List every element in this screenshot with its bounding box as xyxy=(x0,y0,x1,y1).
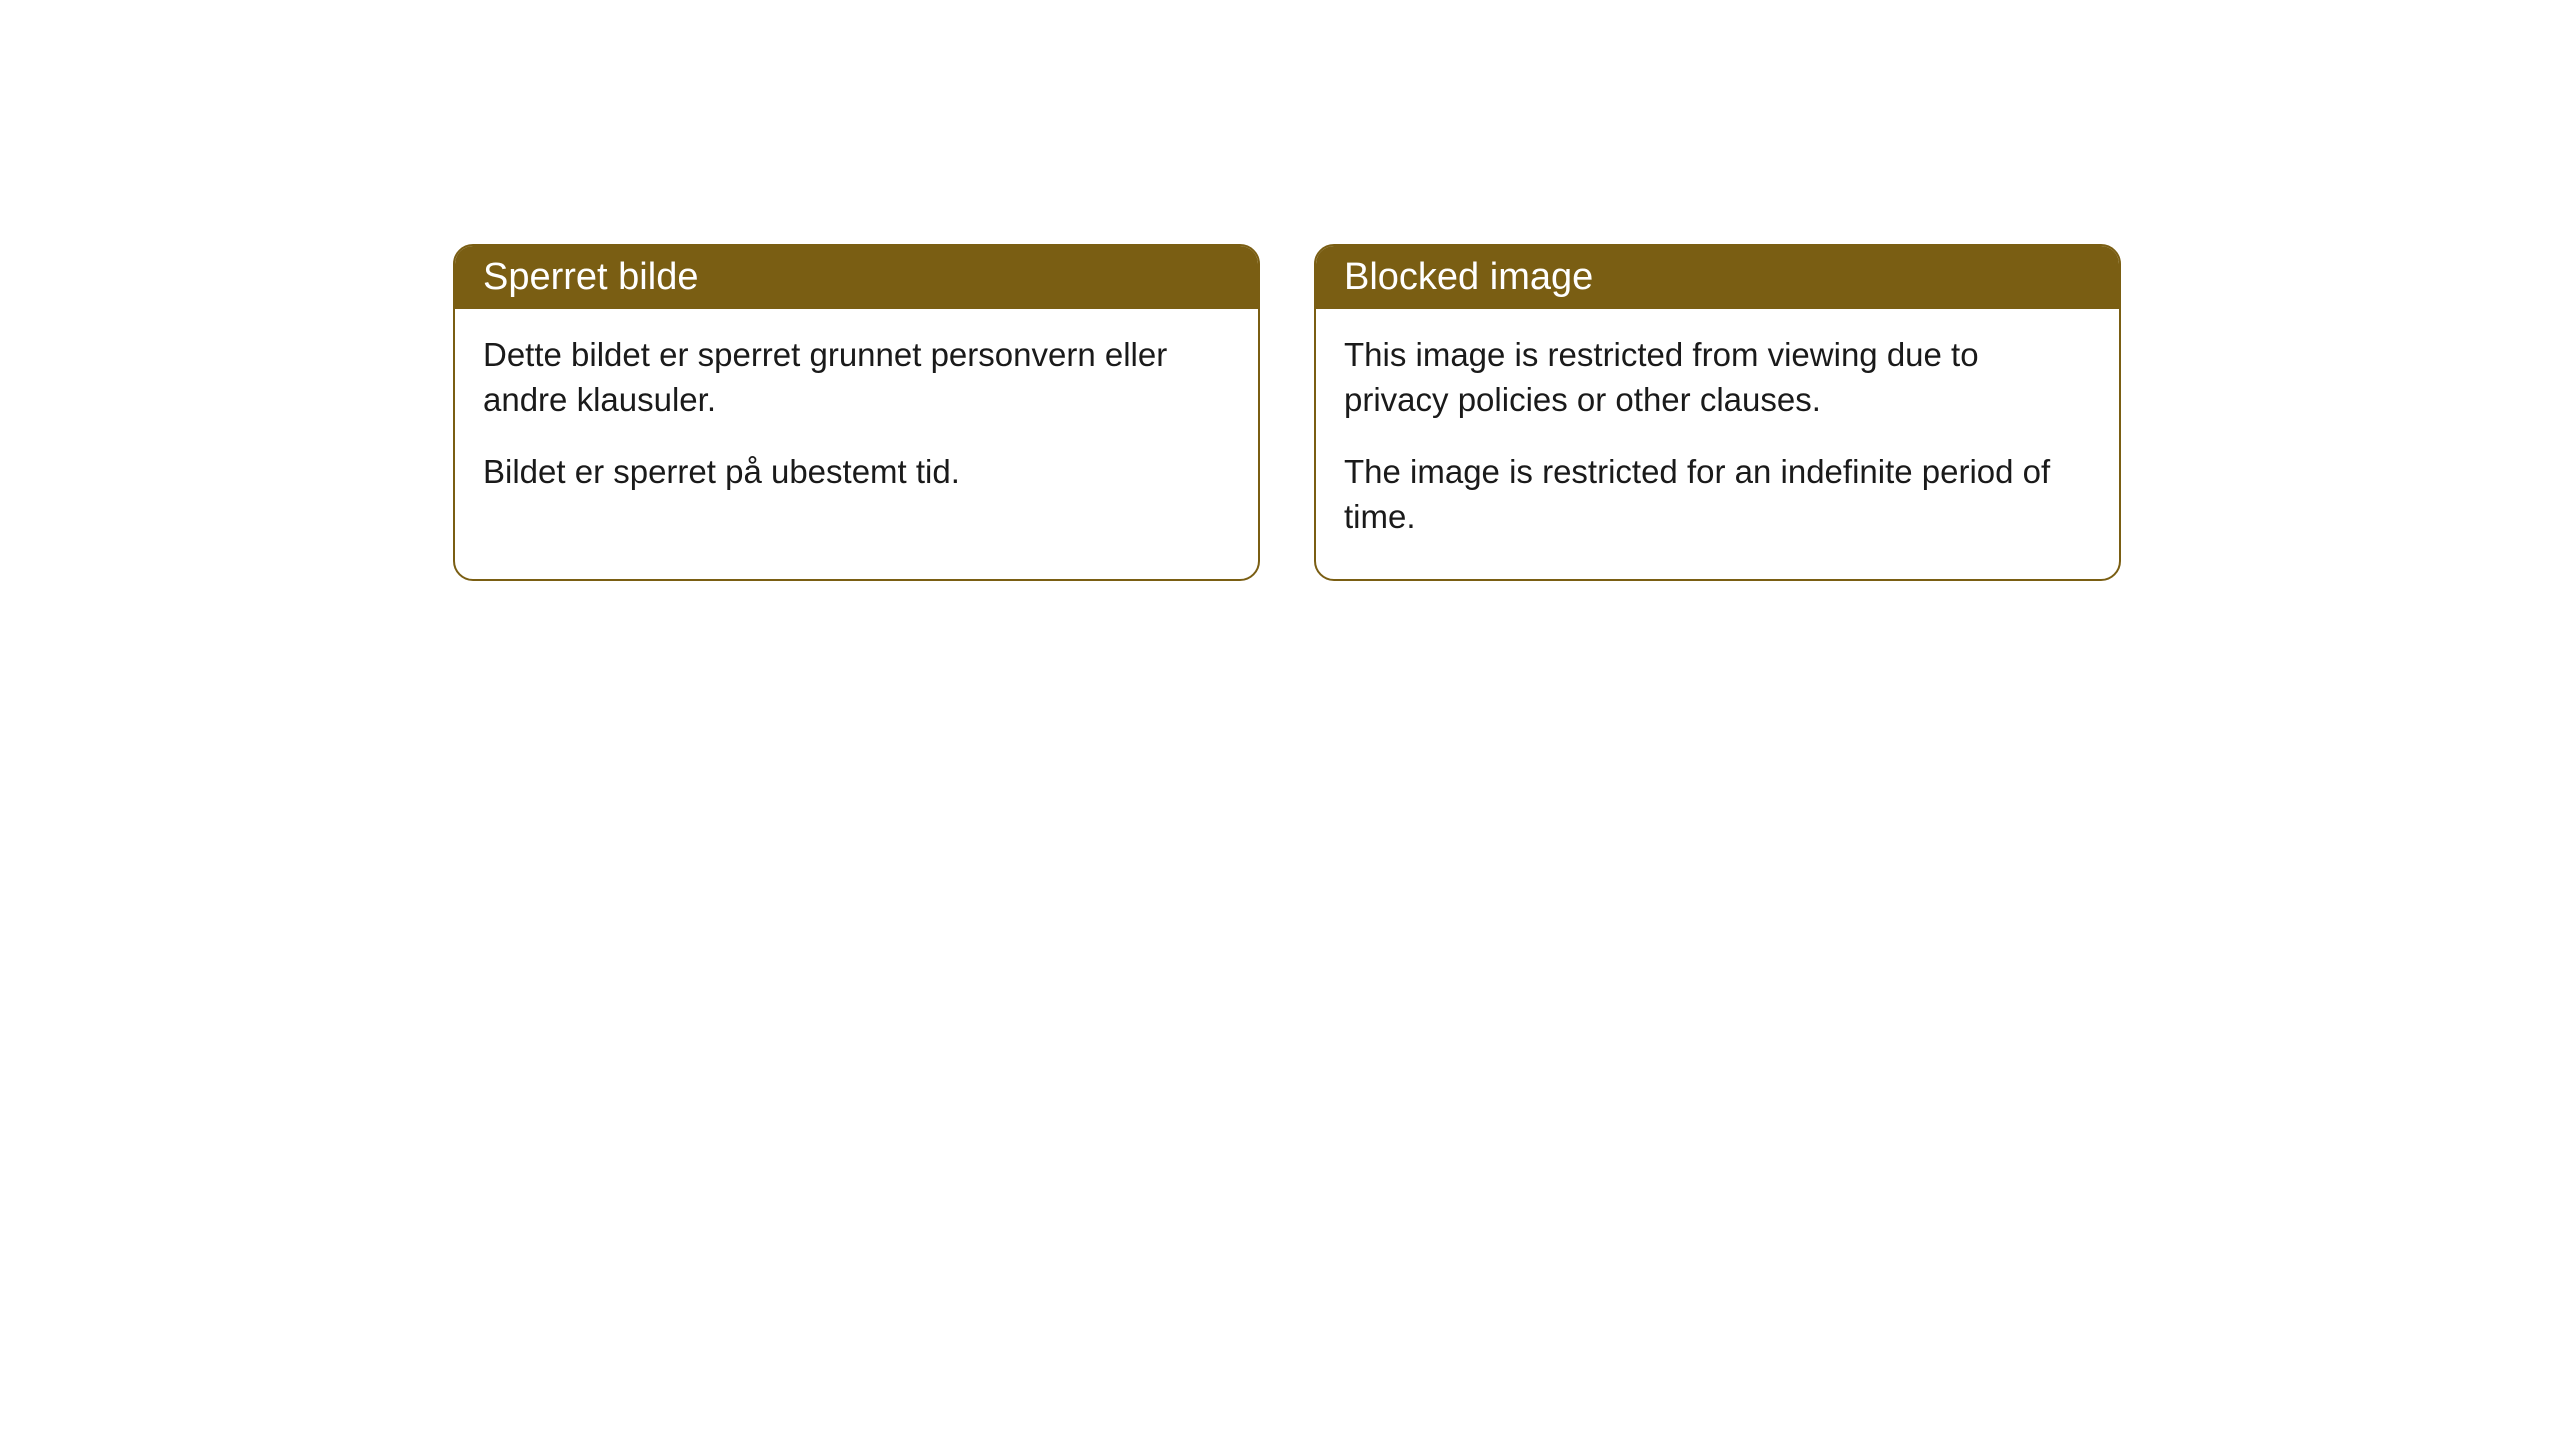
card-body-no: Dette bildet er sperret grunnet personve… xyxy=(455,309,1258,535)
card-body-en: This image is restricted from viewing du… xyxy=(1316,309,2119,579)
blocked-image-card-en: Blocked image This image is restricted f… xyxy=(1314,244,2121,581)
card-header-no: Sperret bilde xyxy=(455,246,1258,309)
card-paragraph-no-2: Bildet er sperret på ubestemt tid. xyxy=(483,450,1230,495)
blocked-image-card-no: Sperret bilde Dette bildet er sperret gr… xyxy=(453,244,1260,581)
card-paragraph-en-1: This image is restricted from viewing du… xyxy=(1344,333,2091,422)
card-paragraph-en-2: The image is restricted for an indefinit… xyxy=(1344,450,2091,539)
card-header-en: Blocked image xyxy=(1316,246,2119,309)
notice-cards-container: Sperret bilde Dette bildet er sperret gr… xyxy=(453,244,2121,581)
card-paragraph-no-1: Dette bildet er sperret grunnet personve… xyxy=(483,333,1230,422)
